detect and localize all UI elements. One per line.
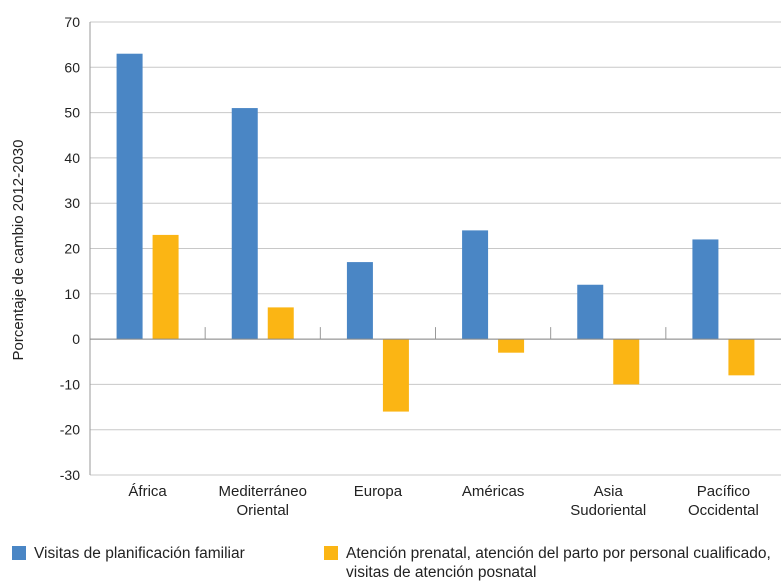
bar-family-planning (577, 284, 604, 340)
y-tick-label: -30 (60, 467, 80, 483)
legend-label: Visitas de planificación familiar (34, 545, 245, 562)
x-category-label: Occidental (688, 502, 759, 519)
bar-maternal-care (613, 339, 640, 385)
x-category-label: Europa (354, 483, 403, 500)
legend-label: Atención prenatal, atención del parto po… (346, 545, 771, 581)
bar-maternal-care (152, 234, 179, 340)
y-axis-ticks: 70 60 50 40 30 20 10 0 -10 -20 -30 (60, 14, 80, 483)
gridlines (89, 21, 781, 476)
bar-family-planning (692, 239, 719, 340)
bar-maternal-care (267, 307, 294, 340)
y-tick-label: 70 (64, 14, 80, 30)
x-category-label: Sudoriental (570, 502, 646, 519)
y-tick-label: 20 (64, 241, 80, 257)
y-tick-label: -20 (60, 422, 80, 438)
x-category-label: Mediterráneo (219, 483, 307, 500)
bar-family-planning (231, 108, 258, 340)
bar-family-planning (346, 262, 373, 340)
x-axis-categories: África Mediterráneo Oriental Europa Américas… (128, 483, 758, 519)
x-category-label: África (128, 483, 167, 500)
y-tick-label: 60 (64, 59, 80, 75)
y-tick-label: 10 (64, 286, 80, 302)
y-tick-label: 50 (64, 105, 80, 121)
legend-swatch-yellow (324, 546, 338, 560)
x-category-label: Pacífico (697, 483, 750, 500)
y-tick-label: 0 (72, 331, 80, 347)
bar-maternal-care (498, 339, 525, 353)
legend-swatch-blue (12, 546, 26, 560)
bar-family-planning (116, 53, 143, 340)
x-category-label: Oriental (236, 502, 289, 519)
bar-chart: 70 60 50 40 30 20 10 0 -10 -20 -30 África Mediterrá… (10, 14, 781, 519)
zero-axis (90, 327, 781, 340)
x-category-label: Américas (462, 483, 525, 500)
bar-maternal-care (382, 339, 409, 412)
y-tick-label: -10 (60, 376, 80, 392)
y-axis-label: Porcentaje de cambio 2012-2030 (10, 140, 27, 361)
bar-family-planning (462, 230, 489, 340)
bar-maternal-care (728, 339, 755, 376)
y-tick-label: 40 (64, 150, 80, 166)
y-tick-label: 30 (64, 195, 80, 211)
x-category-label: Asia (594, 483, 624, 500)
bars (116, 53, 755, 412)
